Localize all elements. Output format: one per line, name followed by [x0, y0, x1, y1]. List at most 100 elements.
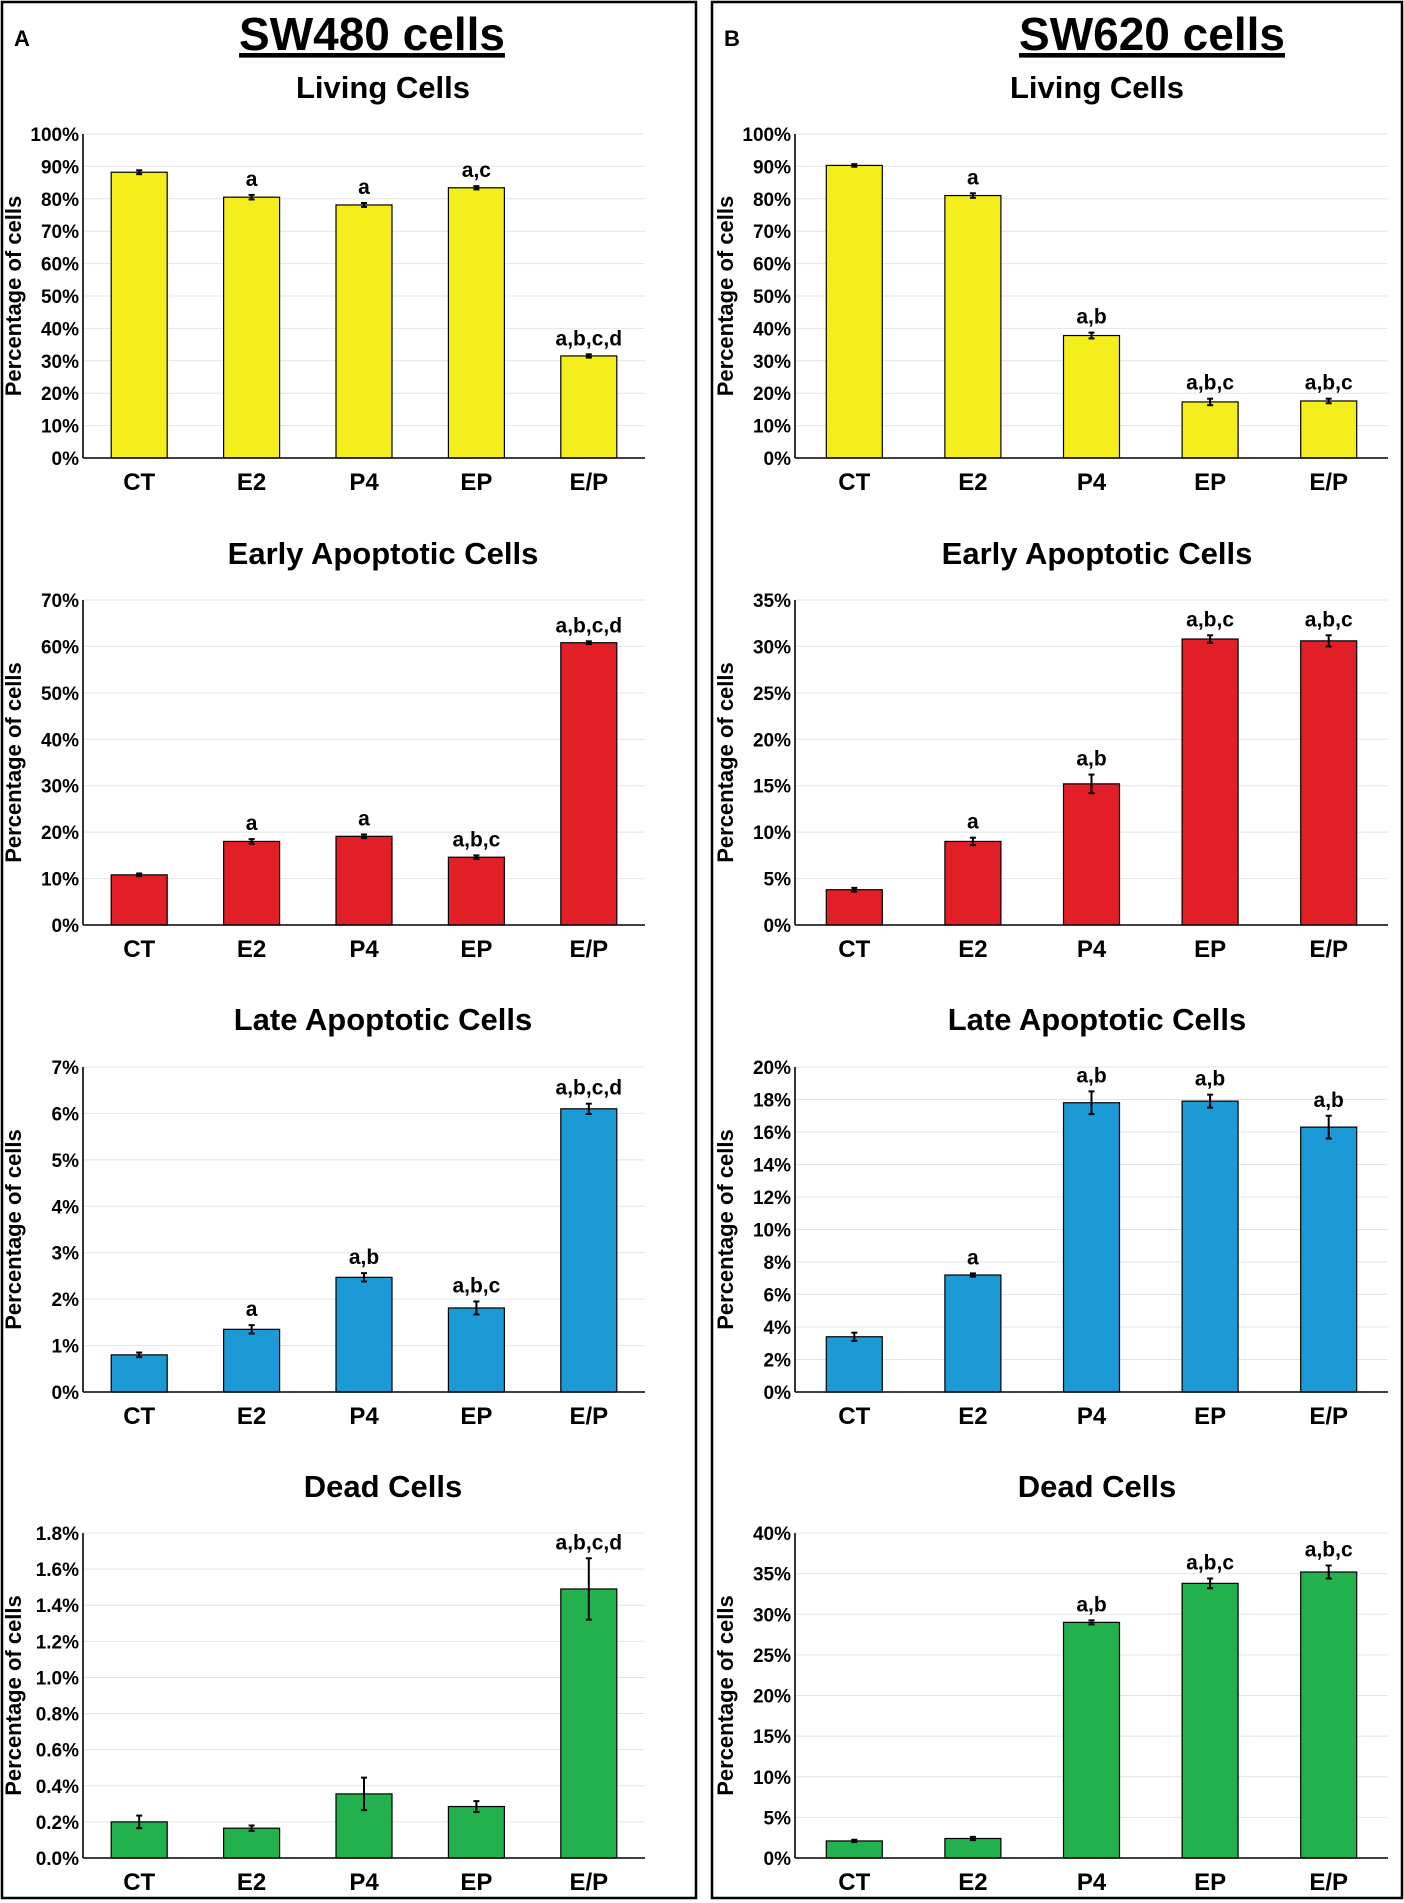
bar [1300, 400, 1358, 459]
bar [1181, 1582, 1239, 1859]
y-axis-label: Percentage of cells [1, 196, 26, 397]
chart-title: Dead Cells [1018, 1469, 1177, 1504]
y-tick-label: 1.0% [36, 1668, 79, 1689]
x-tick-label: EP [1194, 1403, 1226, 1430]
x-tick-label: P4 [349, 1869, 379, 1896]
chart-title: Early Apoptotic Cells [942, 536, 1253, 571]
y-tick-label: 0.6% [36, 1741, 79, 1762]
significance-label: a [967, 166, 979, 189]
y-tick-label: 10% [41, 870, 79, 891]
y-tick-label: 25% [753, 684, 791, 705]
x-tick-label: P4 [1077, 936, 1107, 963]
y-tick-label: 90% [41, 157, 79, 178]
bar [335, 204, 393, 459]
bar [1300, 1126, 1358, 1393]
significance-label: a,b,c [1305, 1539, 1353, 1562]
x-tick-label: E2 [958, 469, 987, 496]
bar [1181, 638, 1239, 926]
bar [1062, 1102, 1121, 1393]
bar [1300, 640, 1358, 926]
y-tick-label: 14% [753, 1156, 791, 1177]
y-tick-label: 30% [753, 352, 791, 373]
x-tick-label: E/P [1309, 1403, 1348, 1430]
y-tick-label: 70% [753, 222, 791, 243]
y-tick-label: 5% [764, 1808, 792, 1829]
x-tick-label: EP [1194, 1869, 1226, 1896]
y-tick-label: 80% [41, 190, 79, 211]
y-tick-label: 30% [753, 1605, 791, 1626]
x-tick-label: P4 [349, 1403, 379, 1430]
y-axis-label: Percentage of cells [713, 662, 738, 863]
significance-label: a,b,c [1186, 372, 1234, 395]
y-tick-label: 40% [41, 730, 79, 751]
x-tick-label: CT [838, 1403, 870, 1430]
y-tick-label: 30% [41, 777, 79, 798]
bar [335, 1276, 393, 1393]
panel-b-title: SW620 cells [1019, 8, 1285, 60]
y-tick-label: 10% [753, 417, 791, 438]
y-tick-label: 1.6% [36, 1560, 79, 1581]
significance-label: a,b [1076, 306, 1106, 329]
y-axis-label: Percentage of cells [713, 196, 738, 397]
significance-label: a,b,c,d [556, 1531, 623, 1554]
y-tick-label: 0% [52, 916, 80, 937]
y-tick-label: 7% [52, 1058, 80, 1079]
significance-label: a,b [1076, 1064, 1106, 1087]
chart-a-early-apoptotic-cells: Early Apoptotic Cells 0% 10% 20% 30% 40% 50% 60… [1, 536, 645, 963]
bar [944, 1837, 1002, 1859]
x-tick-label: CT [123, 1869, 155, 1896]
y-tick-label: 8% [764, 1253, 792, 1274]
y-tick-label: 50% [41, 287, 79, 308]
y-tick-label: 40% [753, 319, 791, 340]
y-tick-label: 1.4% [36, 1596, 79, 1617]
y-tick-label: 0% [764, 1849, 792, 1870]
x-tick-label: CT [123, 936, 155, 963]
y-tick-label: 20% [41, 384, 79, 405]
x-tick-label: P4 [1077, 1403, 1107, 1430]
significance-label: a,b,c [1305, 372, 1353, 395]
bar [825, 164, 883, 459]
bar [110, 171, 168, 459]
y-tick-label: 25% [753, 1646, 791, 1667]
y-tick-label: 0.0% [36, 1849, 79, 1870]
y-tick-label: 10% [753, 1768, 791, 1789]
significance-label: a [246, 1298, 258, 1321]
significance-label: a,b,c,d [556, 327, 623, 350]
chart-title: Living Cells [1010, 70, 1184, 105]
panel-b-frame [710, 0, 1404, 1900]
y-tick-label: 20% [753, 1058, 791, 1079]
y-tick-label: 20% [753, 384, 791, 405]
bar [447, 1805, 505, 1859]
y-tick-label: 60% [753, 255, 791, 276]
significance-label: a [967, 1246, 979, 1269]
x-tick-label: CT [123, 469, 155, 496]
y-tick-label: 70% [41, 591, 79, 612]
chart-b-early-apoptotic-cells: Early Apoptotic Cells 0% 5% 10% 15% 20% 25% 30%… [713, 536, 1388, 963]
significance-label: a,b [1076, 748, 1106, 771]
y-tick-label: 20% [41, 823, 79, 844]
y-tick-label: 50% [753, 287, 791, 308]
bar [447, 187, 505, 459]
bar [825, 889, 883, 926]
x-tick-label: P4 [349, 469, 379, 496]
x-tick-label: EP [1194, 936, 1226, 963]
x-tick-label: CT [838, 469, 870, 496]
bar [1062, 1621, 1121, 1859]
panel-b: B SW620 cells [710, 0, 1404, 1900]
bar [1062, 783, 1121, 926]
x-tick-label: E/P [1309, 1869, 1348, 1896]
y-tick-label: 2% [764, 1351, 792, 1372]
significance-label: a,b,c [452, 828, 500, 851]
x-tick-label: EP [460, 1403, 492, 1430]
chart-title: Living Cells [296, 70, 470, 105]
x-tick-label: P4 [1077, 1869, 1107, 1896]
bar [560, 642, 618, 926]
y-tick-label: 2% [52, 1290, 80, 1311]
chart-title: Dead Cells [304, 1469, 463, 1504]
panel-a-title: SW480 cells [239, 8, 505, 60]
bar [560, 355, 618, 459]
bar [944, 194, 1002, 459]
x-tick-label: E2 [958, 1403, 987, 1430]
bar [1181, 401, 1239, 459]
x-tick-label: P4 [1077, 469, 1107, 496]
